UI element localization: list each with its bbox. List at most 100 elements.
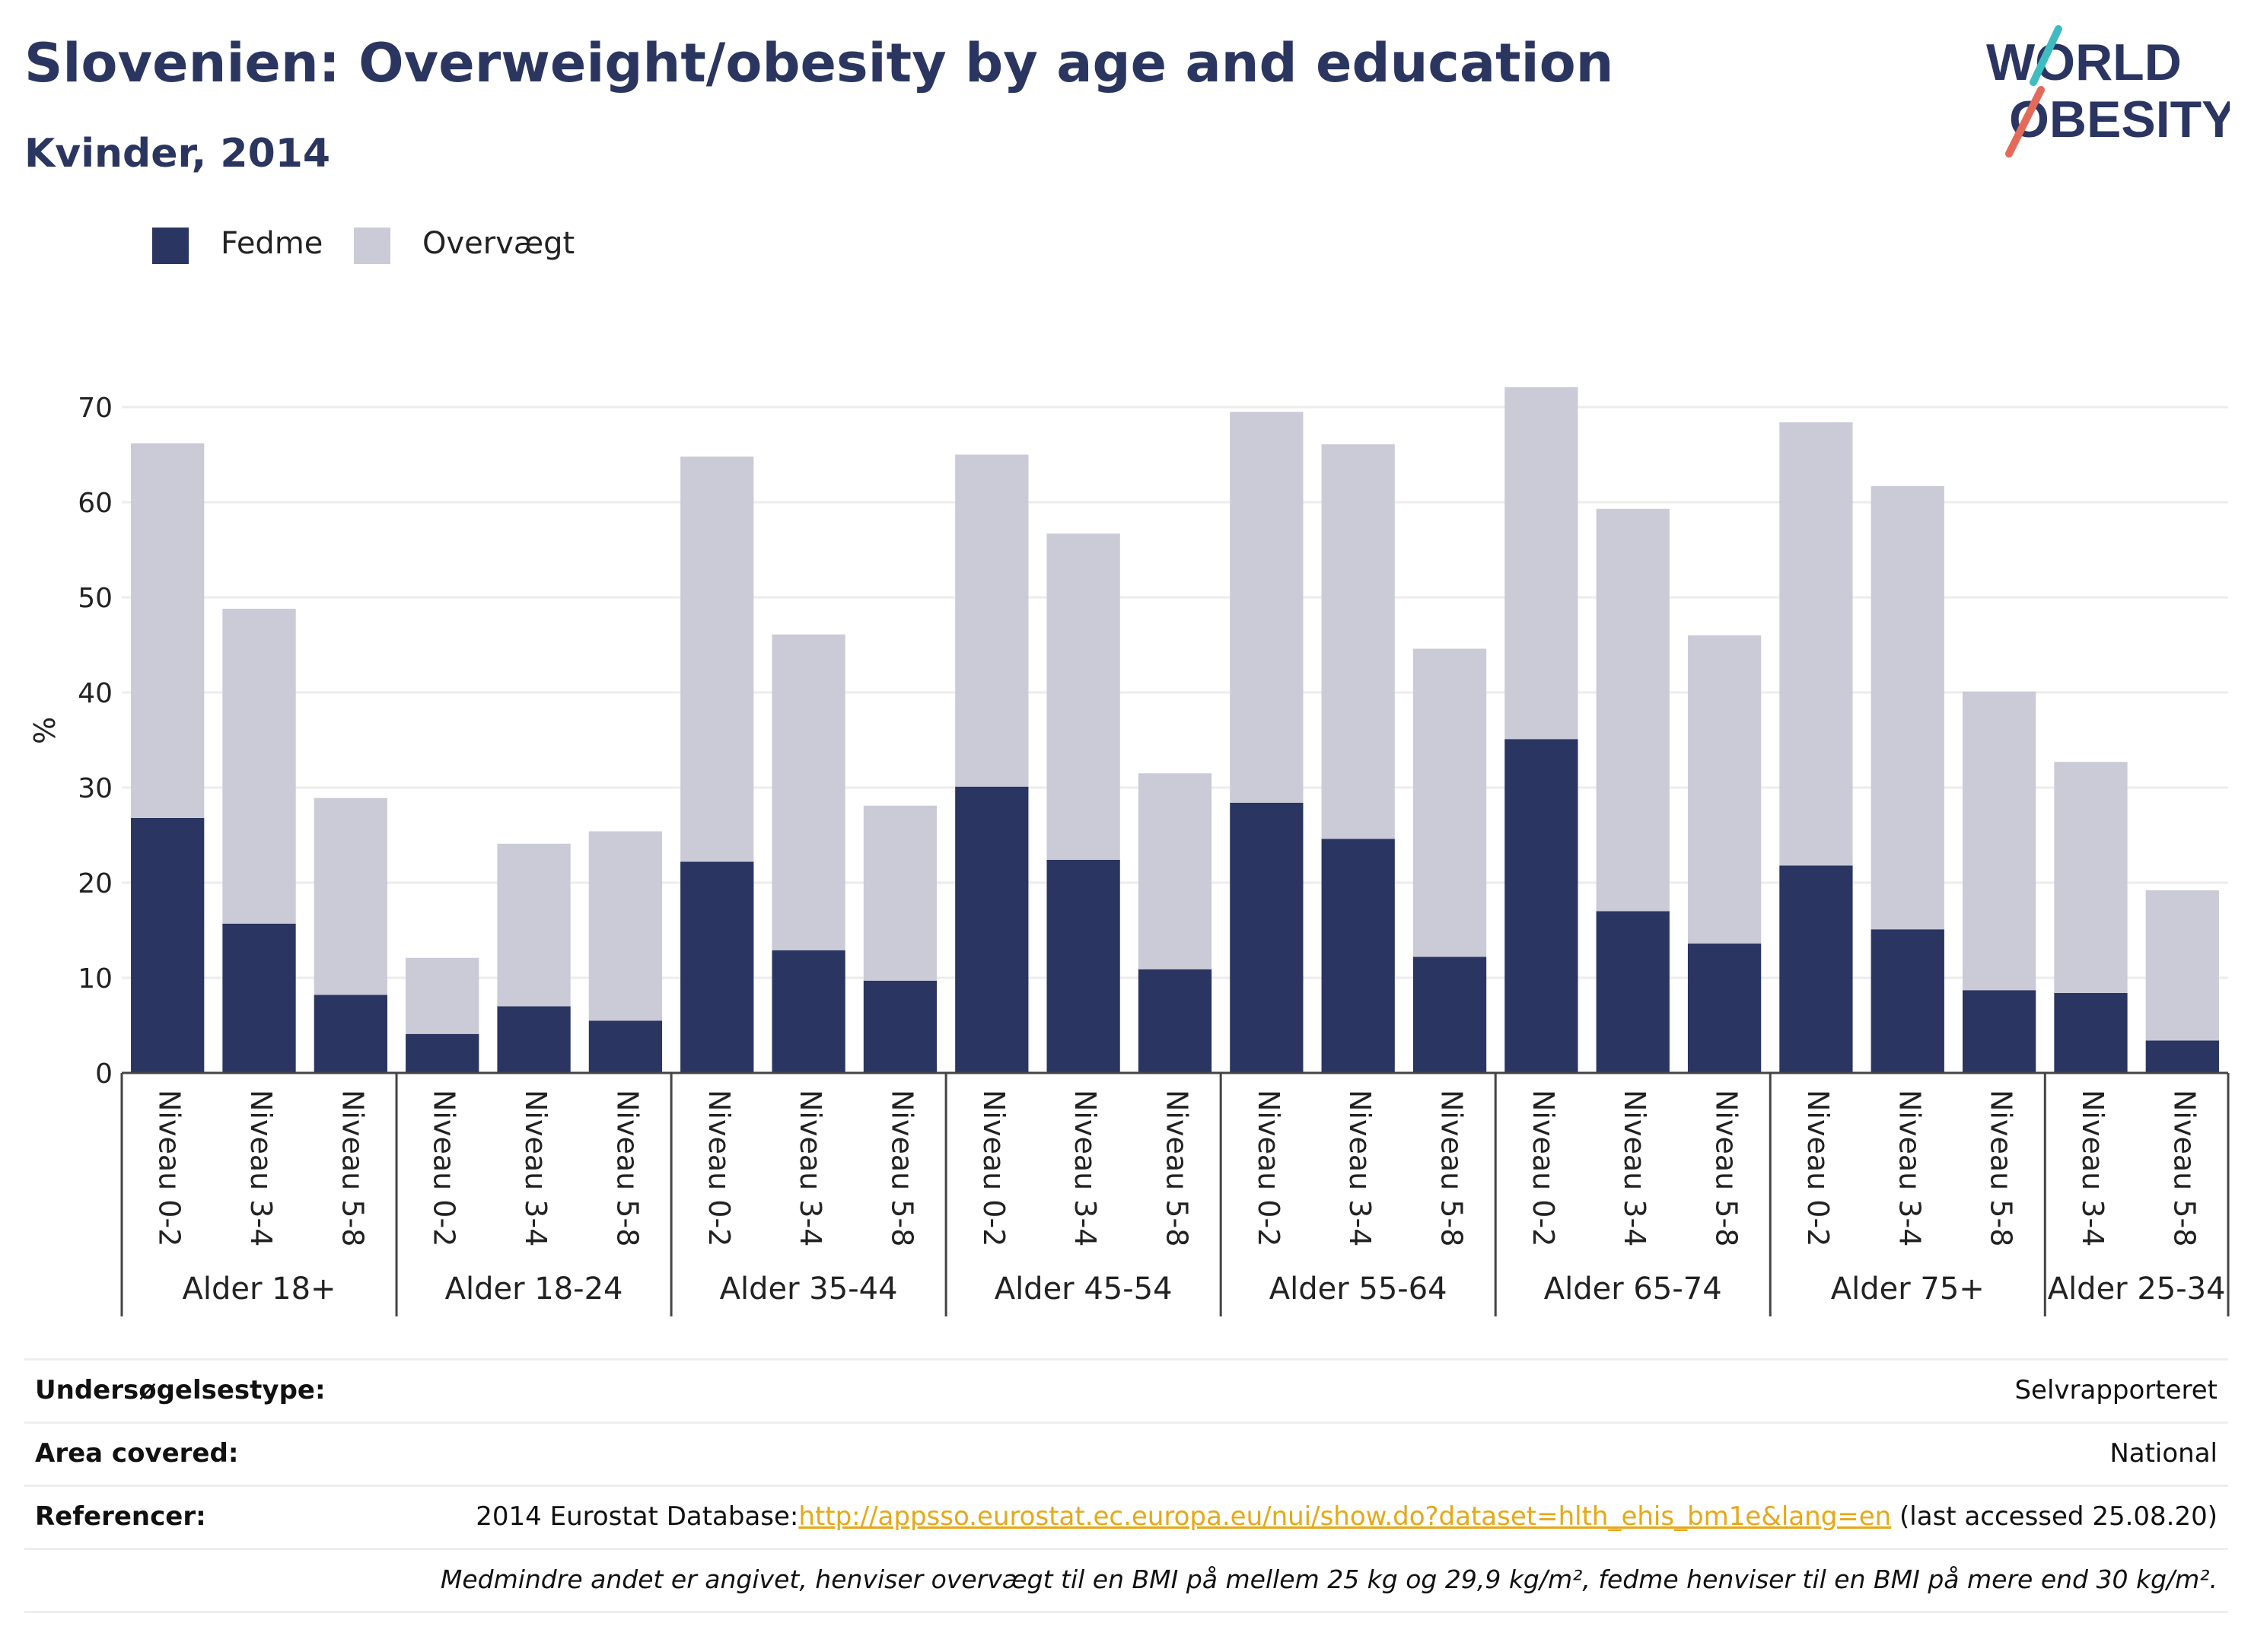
x-category-label: Niveau 5-8: [1710, 1090, 1743, 1246]
bar-fedme: [1871, 929, 1944, 1073]
bar-fedme: [406, 1033, 479, 1073]
references-prefix: 2014 Eurostat Database:: [476, 1501, 799, 1532]
bar-overvaegt: [2145, 890, 2219, 1041]
x-group-label: Alder 18-24: [445, 1272, 623, 1307]
x-category-label: Niveau 5-8: [1985, 1090, 2018, 1246]
x-category-label: Niveau 5-8: [1161, 1090, 1194, 1246]
bar-overvaegt: [314, 797, 388, 995]
bar-overvaegt: [772, 634, 845, 950]
bar-fedme: [1962, 990, 2036, 1073]
bar-fedme: [1687, 944, 1762, 1073]
x-group-label: Alder 55-64: [1269, 1272, 1447, 1307]
x-category-label: Niveau 5-8: [336, 1090, 369, 1246]
survey-type-label: Undersøgelsestype:: [35, 1375, 326, 1405]
bar-overvaegt: [1596, 508, 1670, 912]
x-group-label: Alder 18+: [182, 1272, 336, 1307]
bar-fedme: [1230, 803, 1304, 1073]
meta-row-area: Area covered: National: [24, 1421, 2228, 1485]
x-category-label: Niveau 5-8: [2167, 1090, 2201, 1246]
meta-row-survey-type: Undersøgelsestype: Selvrapporteret: [24, 1358, 2228, 1421]
references-label: Referencer:: [35, 1501, 206, 1532]
bar-overvaegt: [2054, 762, 2128, 993]
bar-fedme: [1412, 957, 1487, 1073]
references-suffix: (last accessed 25.08.20): [1891, 1501, 2218, 1532]
bar-overvaegt: [863, 805, 938, 981]
bar-overvaegt: [1871, 485, 1944, 930]
x-category-label: Niveau 5-8: [1435, 1090, 1469, 1246]
logo-stripe-teal: [2030, 25, 2062, 86]
x-group-label: Alder 35-44: [720, 1272, 898, 1307]
bar-overvaegt: [1230, 412, 1304, 803]
bar-fedme: [1138, 969, 1212, 1073]
bar-overvaegt: [222, 609, 296, 924]
meta-row-note: Medmindre andet er angivet, henviser ove…: [24, 1548, 2228, 1613]
x-category-label: Niveau 0-2: [428, 1090, 461, 1246]
x-category-label: Niveau 5-8: [610, 1090, 644, 1246]
y-axis-label: %: [28, 717, 62, 744]
bar-fedme: [314, 995, 388, 1073]
bar-fedme: [1321, 839, 1395, 1073]
page-subtitle: Kvinder, 2014: [24, 131, 331, 177]
x-category-label: Niveau 0-2: [1527, 1090, 1560, 1246]
bar-fedme: [680, 861, 754, 1073]
y-tick-label: 70: [78, 393, 113, 424]
y-tick-label: 40: [78, 678, 113, 709]
x-group-label: Alder 45-54: [995, 1272, 1173, 1307]
bar-overvaegt: [131, 443, 205, 818]
world-obesity-logo: WORLD OBESITY: [1986, 25, 2230, 158]
bar-fedme: [863, 980, 938, 1073]
x-group-label: Alder 25-34: [2048, 1272, 2226, 1307]
x-category-label: Niveau 3-4: [794, 1090, 827, 1246]
y-tick-label: 30: [78, 773, 113, 804]
x-category-label: Niveau 3-4: [1618, 1090, 1651, 1246]
page-title: Slovenien: Overweight/obesity by age and…: [24, 32, 1614, 94]
bar-fedme: [1779, 865, 1853, 1073]
bar-overvaegt: [1321, 444, 1395, 839]
bar-fedme: [2145, 1040, 2219, 1073]
bar-overvaegt: [1504, 387, 1578, 740]
x-category-label: Niveau 3-4: [1068, 1090, 1102, 1246]
bar-overvaegt: [955, 454, 1029, 787]
x-category-label: Niveau 3-4: [519, 1090, 552, 1246]
x-category-label: Niveau 0-2: [1252, 1090, 1285, 1246]
y-tick-label: 10: [78, 963, 113, 995]
bar-overvaegt: [406, 957, 479, 1034]
legend-label-fedme: Fedme: [221, 226, 323, 261]
bar-overvaegt: [1138, 773, 1212, 969]
logo-line2: OBESITY: [2009, 91, 2230, 148]
area-value: National: [2109, 1438, 2218, 1469]
x-category-label: Niveau 3-4: [1893, 1090, 1926, 1246]
bar-overvaegt: [1779, 422, 1853, 866]
bar-overvaegt: [1412, 648, 1487, 957]
logo-line1: WORLD: [1986, 33, 2182, 91]
bar-overvaegt: [588, 831, 663, 1021]
y-tick-label: 20: [78, 868, 113, 899]
bar-fedme: [222, 923, 296, 1073]
y-tick-label: 60: [78, 488, 113, 519]
x-group-label: Alder 65-74: [1544, 1272, 1722, 1307]
legend-swatch-overvaegt: [354, 228, 390, 264]
x-category-label: Niveau 0-2: [1801, 1090, 1835, 1246]
legend-swatch-fedme: [152, 228, 189, 264]
x-group-label: Alder 75+: [1831, 1272, 1985, 1307]
survey-type-value: Selvrapporteret: [2014, 1375, 2218, 1405]
bar-overvaegt: [1046, 533, 1120, 860]
stacked-bar-chart: 0 10 20 30 40 50 60 70% Niveau 0-2 Niveau 3-4 Nive…: [28, 387, 2230, 1316]
definition-note: Medmindre andet er angivet, henviser ove…: [440, 1564, 2218, 1594]
bar-fedme: [1046, 860, 1120, 1073]
x-category-label: Niveau 3-4: [244, 1090, 278, 1246]
x-category-label: Niveau 3-4: [2076, 1090, 2109, 1246]
bar-fedme: [497, 1006, 571, 1073]
references-link[interactable]: http://appsso.eurostat.ec.europa.eu/nui/…: [798, 1501, 1892, 1532]
bar-fedme: [2054, 993, 2128, 1073]
logo-stripe-coral: [2005, 86, 2045, 158]
y-tick-label: 0: [95, 1058, 113, 1090]
bar-overvaegt: [680, 457, 754, 862]
references-value: 2014 Eurostat Database:http://appsso.eur…: [476, 1501, 2218, 1532]
meta-row-references: Referencer: 2014 Eurostat Database:http:…: [24, 1485, 2228, 1548]
x-category-label: Niveau 3-4: [1343, 1090, 1377, 1246]
bar-overvaegt: [1687, 635, 1762, 944]
x-category-label: Niveau 0-2: [977, 1090, 1011, 1246]
x-category-label: Niveau 5-8: [885, 1090, 919, 1246]
bar-fedme: [588, 1020, 663, 1073]
